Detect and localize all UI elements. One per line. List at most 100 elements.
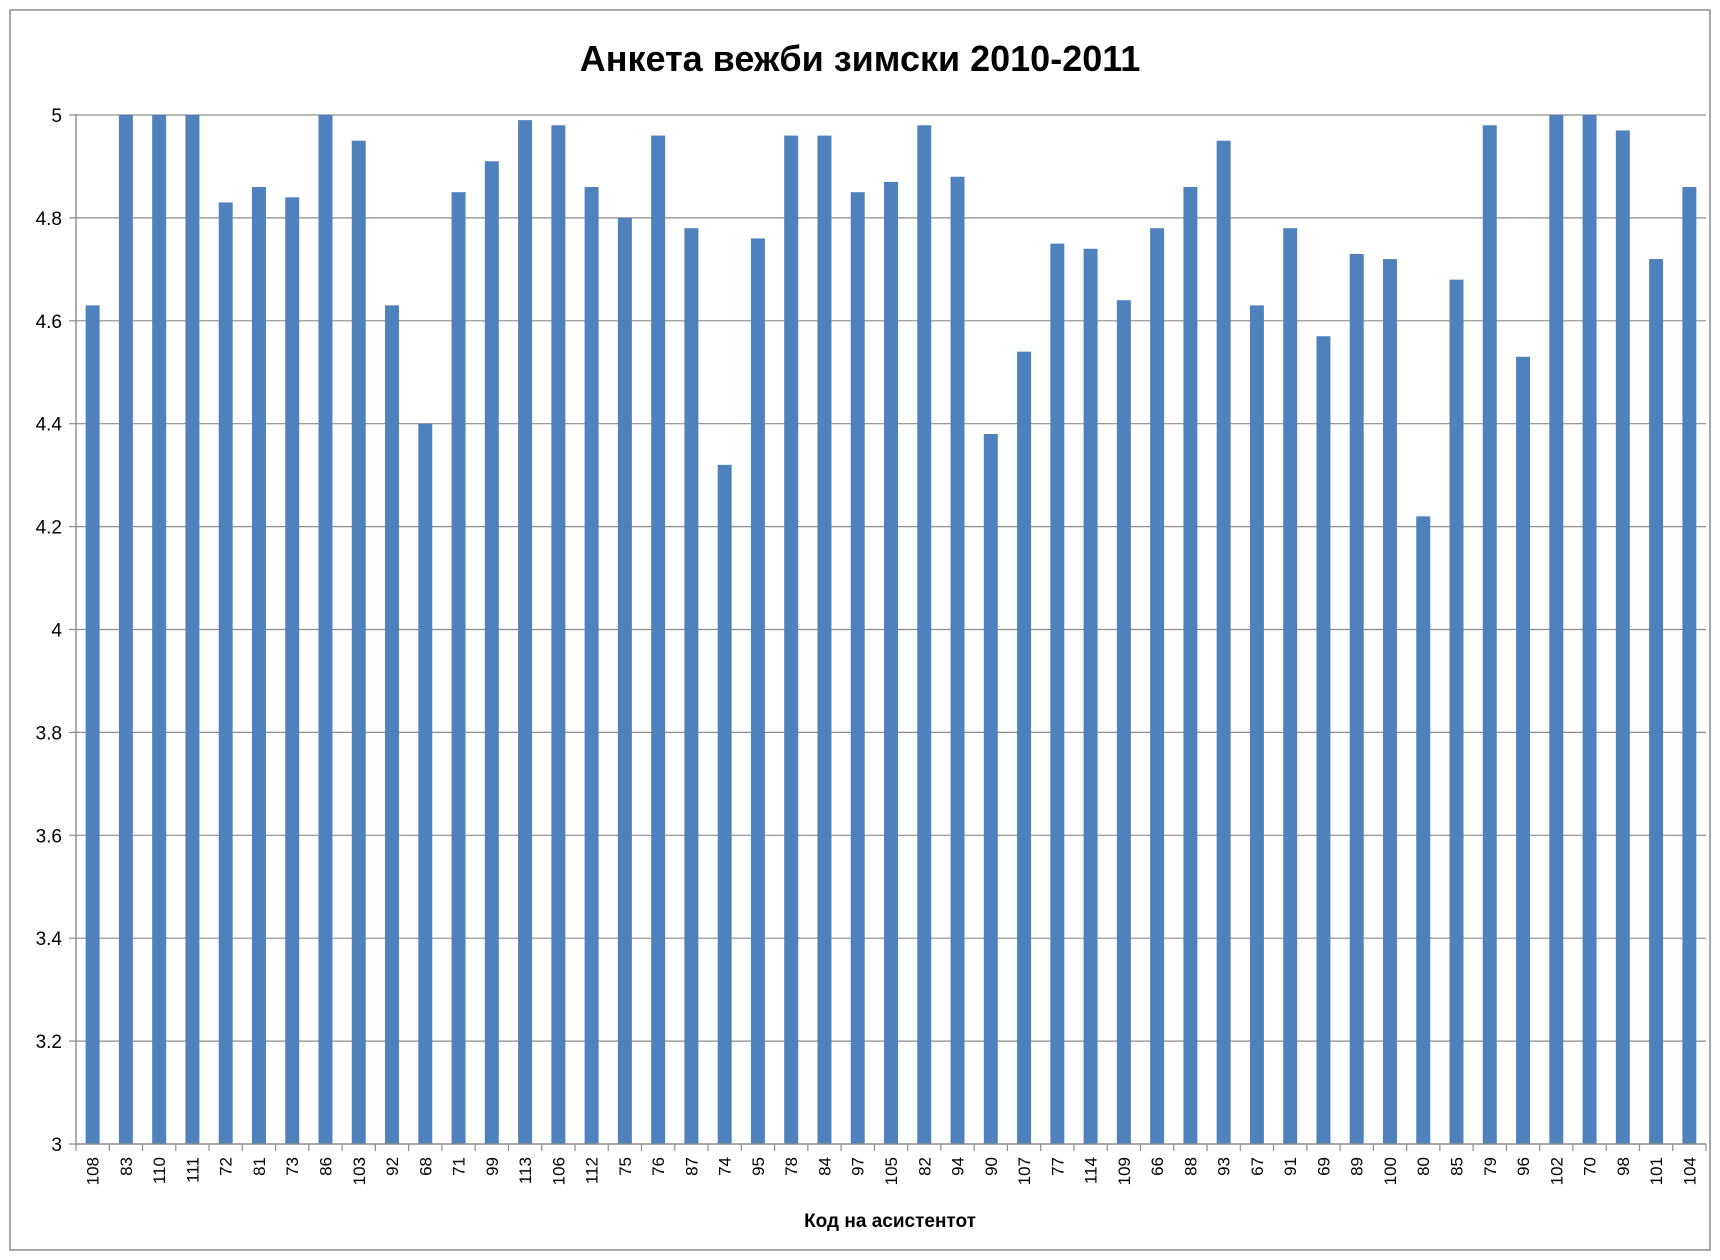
bar	[152, 115, 167, 1144]
bar	[1216, 140, 1231, 1145]
x-tick-label: 83	[117, 1157, 136, 1176]
x-tick-label: 110	[150, 1157, 169, 1184]
bar	[118, 115, 133, 1144]
y-tick-label: 3	[51, 1135, 62, 1156]
y-tick-label: 3.4	[36, 929, 63, 950]
x-tick-label: 113	[516, 1157, 535, 1184]
x-tick-label: 68	[416, 1157, 435, 1176]
x-tick-label: 70	[1581, 1157, 1600, 1176]
bar	[1349, 253, 1364, 1145]
bar	[1416, 516, 1431, 1144]
y-tick-label: 4.6	[36, 312, 62, 333]
x-tick-label: 114	[1082, 1157, 1101, 1184]
bar	[1183, 187, 1198, 1144]
x-tick-label: 89	[1348, 1157, 1367, 1176]
bar	[750, 238, 765, 1145]
bar	[1249, 305, 1264, 1144]
bars	[85, 115, 1697, 1145]
x-tick-label: 71	[450, 1157, 469, 1176]
bar	[651, 135, 666, 1144]
x-tick-label: 74	[716, 1157, 735, 1176]
bar	[1649, 259, 1664, 1144]
x-axis-title: Код на асистентот	[804, 1211, 976, 1232]
x-tick-label: 95	[749, 1157, 768, 1176]
bar	[484, 161, 499, 1144]
chart-title: Анкета вежби зимски 2010-2011	[580, 38, 1141, 79]
bar	[983, 433, 998, 1144]
bar	[1682, 187, 1697, 1144]
x-tick-label: 84	[815, 1157, 834, 1176]
y-axis-ticks: 3 3.2 3.4 3.6 3.8 4 4.2 4.4 4.6 4.8 5	[36, 106, 76, 1156]
bar	[1482, 125, 1497, 1145]
x-tick-label: 75	[616, 1157, 635, 1176]
x-tick-label: 72	[217, 1157, 236, 1176]
x-axis-ticks: 108 83 110 111 72 81 73 86 103 92 68 71 99 113 106 112 7…	[75, 1144, 1707, 1185]
bar	[1116, 300, 1131, 1145]
x-tick-label: 99	[483, 1157, 502, 1176]
x-tick-label: 109	[1115, 1157, 1134, 1185]
bar	[518, 120, 533, 1144]
x-tick-label: 101	[1647, 1157, 1666, 1185]
axes	[75, 114, 1706, 1145]
bar	[917, 125, 932, 1145]
bar	[784, 135, 799, 1144]
bar	[318, 115, 333, 1144]
x-tick-label: 93	[1215, 1157, 1234, 1176]
x-tick-label: 102	[1547, 1157, 1566, 1185]
bar	[451, 192, 466, 1145]
x-tick-label: 67	[1248, 1157, 1267, 1176]
x-tick-label: 98	[1614, 1157, 1633, 1176]
bar	[1050, 243, 1065, 1144]
bar	[1382, 259, 1397, 1144]
x-tick-label: 111	[183, 1157, 202, 1183]
bar	[1615, 130, 1630, 1144]
bar	[351, 140, 366, 1145]
bar	[1516, 356, 1531, 1144]
bar	[1083, 248, 1098, 1144]
x-tick-label: 96	[1514, 1157, 1533, 1176]
bar	[1549, 115, 1564, 1144]
bar	[717, 464, 732, 1144]
x-tick-label: 88	[1181, 1157, 1200, 1176]
bar	[218, 202, 233, 1145]
bar	[850, 192, 865, 1145]
x-tick-label: 91	[1281, 1157, 1300, 1176]
x-tick-label: 112	[583, 1157, 602, 1184]
x-tick-label: 85	[1448, 1157, 1467, 1176]
bar	[418, 423, 433, 1144]
x-tick-label: 94	[949, 1157, 968, 1176]
y-tick-label: 4.8	[36, 209, 62, 230]
x-tick-label: 86	[316, 1157, 335, 1176]
x-tick-label: 69	[1314, 1157, 1333, 1176]
bar	[1150, 228, 1165, 1144]
x-tick-label: 100	[1381, 1157, 1400, 1185]
x-tick-label: 104	[1680, 1157, 1699, 1185]
bar	[884, 181, 898, 1144]
x-tick-label: 78	[782, 1157, 801, 1176]
x-tick-label: 87	[682, 1157, 701, 1176]
y-tick-label: 4	[51, 621, 62, 642]
x-tick-label: 105	[882, 1157, 901, 1185]
x-tick-label: 106	[549, 1157, 568, 1185]
y-tick-label: 3.2	[36, 1032, 62, 1053]
y-tick-label: 3.8	[36, 723, 62, 744]
bar	[385, 305, 400, 1144]
x-tick-label: 92	[383, 1157, 402, 1176]
x-tick-label: 77	[1048, 1157, 1067, 1176]
y-tick-label: 4.4	[36, 415, 63, 436]
bar	[1316, 336, 1331, 1144]
bar	[185, 115, 200, 1144]
bar	[684, 228, 699, 1144]
x-tick-label: 82	[915, 1157, 934, 1176]
bar	[1449, 279, 1464, 1144]
x-tick-label: 90	[982, 1157, 1001, 1176]
bar	[1582, 115, 1597, 1144]
bar	[1017, 351, 1032, 1144]
bar	[950, 176, 965, 1145]
x-tick-label: 108	[84, 1157, 103, 1185]
y-tick-label: 3.6	[36, 826, 62, 847]
bar	[817, 135, 832, 1144]
bar	[85, 305, 100, 1144]
x-tick-label: 73	[283, 1157, 302, 1176]
